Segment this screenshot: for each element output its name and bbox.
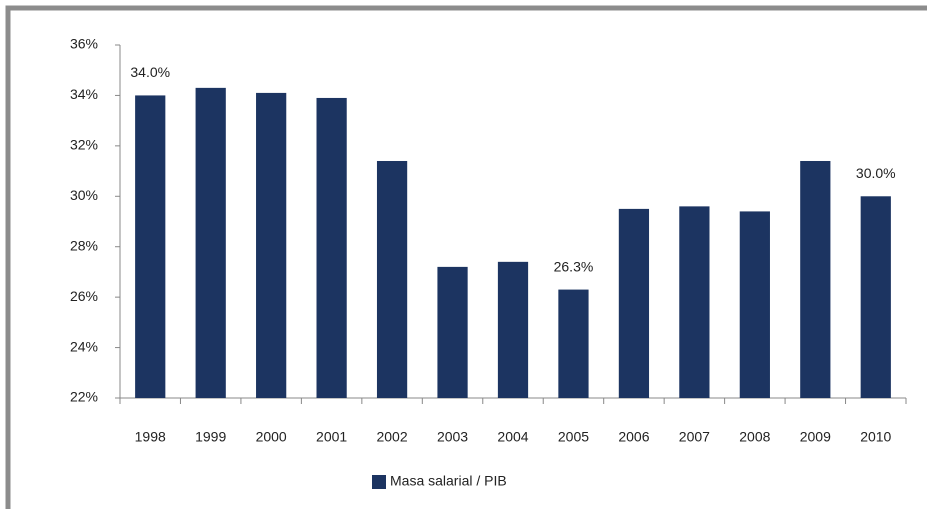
x-tick-label: 2010 — [860, 429, 891, 445]
bar — [860, 196, 891, 398]
x-tick-label: 2001 — [316, 429, 347, 445]
bar — [739, 211, 770, 398]
x-tick-label: 2005 — [558, 429, 589, 445]
bar — [256, 92, 287, 399]
x-tick-label: 2002 — [376, 429, 407, 445]
data-label: 30.0% — [856, 165, 896, 181]
bar — [135, 95, 166, 398]
bar — [437, 266, 468, 398]
x-tick-label: 2000 — [256, 429, 287, 445]
bar — [195, 87, 226, 398]
data-label: 34.0% — [130, 64, 170, 80]
legend-label: Masa salarial / PIB — [390, 473, 507, 489]
y-tick-label: 32% — [70, 137, 98, 153]
x-tick-label: 1999 — [195, 429, 226, 445]
x-tick-label: 2004 — [497, 429, 528, 445]
x-tick-label: 2006 — [618, 429, 649, 445]
y-tick-label: 34% — [70, 86, 98, 102]
bar — [618, 208, 650, 398]
bar — [316, 97, 347, 398]
y-tick-label: 30% — [70, 187, 98, 203]
frame — [5, 5, 927, 509]
y-tick-label: 22% — [70, 389, 98, 405]
legend-swatch — [372, 475, 386, 489]
x-tick-label: 2003 — [437, 429, 468, 445]
x-tick-label: 2009 — [800, 429, 831, 445]
data-label: 26.3% — [554, 258, 594, 274]
bar — [679, 206, 710, 398]
bar — [558, 289, 589, 398]
bar — [497, 261, 529, 398]
bar — [376, 160, 408, 398]
y-tick-label: 26% — [70, 288, 98, 304]
y-tick-label: 24% — [70, 338, 98, 354]
x-tick-label: 2008 — [739, 429, 770, 445]
x-tick-label: 2007 — [679, 429, 710, 445]
y-tick-label: 28% — [70, 237, 98, 253]
y-tick-label: 36% — [70, 36, 98, 52]
bar — [800, 160, 831, 398]
x-tick-label: 1998 — [135, 429, 166, 445]
